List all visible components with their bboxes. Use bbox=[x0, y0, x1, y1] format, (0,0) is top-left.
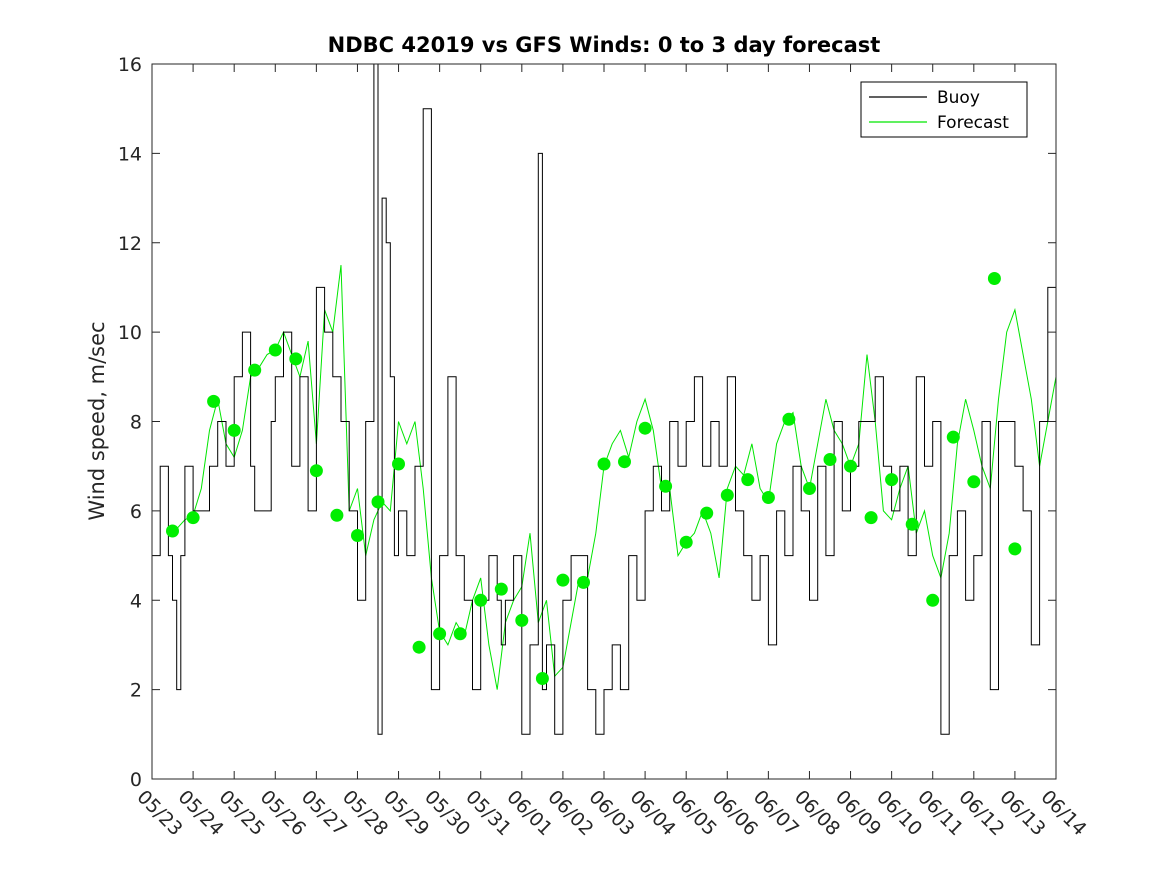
y-tick-label: 6 bbox=[130, 501, 142, 523]
forecast-marker bbox=[412, 640, 426, 654]
forecast-marker bbox=[618, 455, 631, 469]
forecast-marker bbox=[597, 457, 611, 471]
forecast-marker bbox=[186, 511, 200, 525]
forecast-marker bbox=[166, 524, 179, 538]
plot-background bbox=[152, 64, 1056, 779]
forecast-marker bbox=[720, 488, 734, 502]
y-tick-label: 12 bbox=[118, 233, 142, 255]
forecast-marker bbox=[577, 575, 590, 589]
forecast-marker bbox=[474, 593, 488, 607]
y-tick-label: 16 bbox=[118, 54, 142, 76]
forecast-marker bbox=[700, 506, 714, 520]
forecast-marker bbox=[535, 672, 549, 685]
forecast-marker bbox=[248, 363, 262, 377]
y-tick-label: 4 bbox=[130, 590, 142, 612]
forecast-marker bbox=[392, 457, 405, 471]
forecast-marker bbox=[946, 430, 960, 444]
y-axis-label: Wind speed, m/sec bbox=[85, 321, 109, 520]
forecast-marker bbox=[659, 479, 673, 493]
chart-title: NDBC 42019 vs GFS Winds: 0 to 3 day fore… bbox=[328, 33, 881, 57]
forecast-marker bbox=[494, 582, 508, 596]
legend-buoy-label: Buoy bbox=[937, 88, 980, 108]
forecast-marker bbox=[330, 508, 344, 522]
forecast-marker bbox=[987, 272, 1001, 285]
forecast-marker bbox=[289, 352, 303, 366]
buoy-line bbox=[152, 63, 1057, 735]
forecast-marker bbox=[268, 343, 282, 357]
forecast-marker bbox=[803, 482, 816, 495]
y-tick-label: 2 bbox=[130, 680, 142, 702]
forecast-marker bbox=[926, 593, 940, 607]
forecast-marker bbox=[782, 412, 796, 426]
y-tick-label: 0 bbox=[130, 769, 142, 791]
forecast-marker bbox=[351, 529, 364, 542]
forecast-marker bbox=[679, 535, 693, 549]
plot-area: 024681012141605/2305/2405/2505/2605/2705… bbox=[118, 54, 1091, 840]
y-tick-label: 8 bbox=[130, 412, 142, 434]
forecast-marker bbox=[433, 627, 447, 641]
forecast-line bbox=[176, 265, 1057, 690]
forecast-marker bbox=[1008, 542, 1022, 556]
forecast-marker bbox=[309, 464, 323, 478]
forecast-marker bbox=[515, 613, 529, 627]
forecast-marker bbox=[967, 475, 981, 489]
forecast-marker bbox=[905, 517, 919, 531]
forecast-marker bbox=[227, 423, 241, 437]
legend-forecast-label: Forecast bbox=[937, 113, 1009, 133]
legend: Buoy Forecast bbox=[860, 81, 1028, 138]
forecast-marker bbox=[864, 511, 878, 525]
forecast-marker bbox=[556, 573, 570, 587]
forecast-marker bbox=[207, 394, 221, 408]
forecast-marker bbox=[371, 495, 385, 509]
forecast-marker bbox=[741, 473, 755, 487]
forecast-marker bbox=[761, 491, 775, 504]
forecast-marker bbox=[638, 421, 652, 435]
legend-box bbox=[860, 81, 1028, 138]
y-tick-label: 14 bbox=[118, 143, 142, 165]
forecast-marker bbox=[844, 459, 857, 473]
forecast-marker bbox=[823, 453, 837, 466]
forecast-marker bbox=[885, 473, 899, 487]
y-tick-label: 10 bbox=[118, 322, 142, 344]
forecast-marker bbox=[453, 627, 467, 641]
